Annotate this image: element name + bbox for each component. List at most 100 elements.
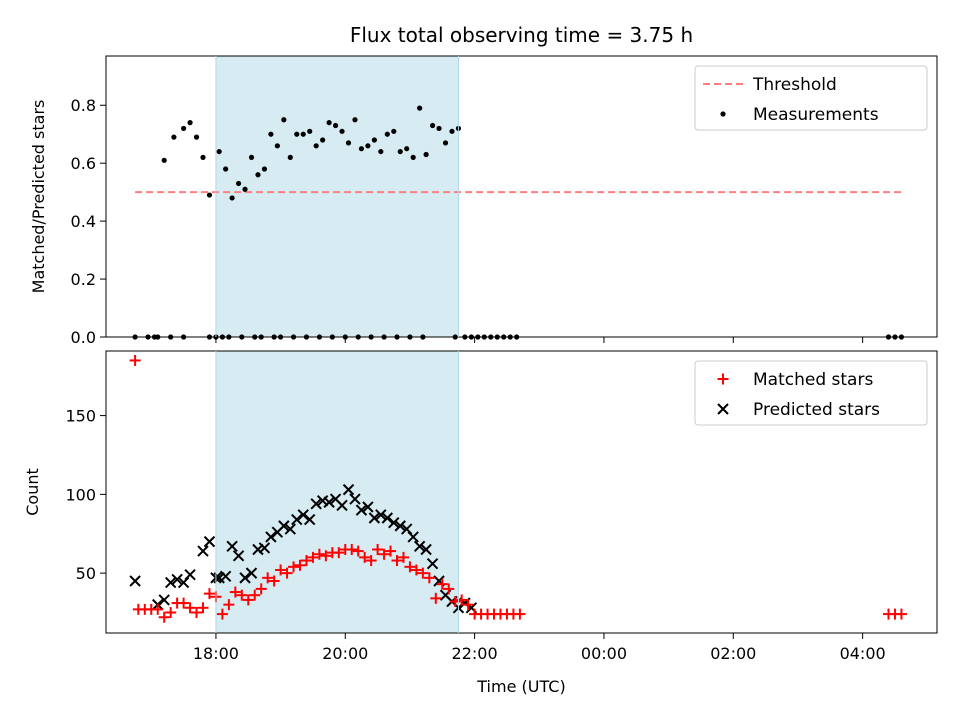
predicted-point-b xyxy=(297,509,309,521)
predicted-point-b xyxy=(316,494,329,507)
y-tick-label: 50 xyxy=(76,564,96,583)
matched-point xyxy=(300,555,312,567)
predicted-point xyxy=(407,531,419,543)
predicted-point xyxy=(413,540,426,553)
matched-point xyxy=(262,572,274,584)
matched-point xyxy=(158,611,170,623)
x-tick-label: 04:00 xyxy=(840,644,886,663)
predicted-point-b xyxy=(184,569,196,581)
bottom-observing-window xyxy=(215,351,459,633)
measurement-point xyxy=(429,122,436,129)
predicted-point-b xyxy=(171,573,183,586)
y-tick-label: 150 xyxy=(65,407,96,426)
matched-point xyxy=(385,545,397,557)
predicted-point xyxy=(388,517,400,529)
measurement-point xyxy=(300,131,306,137)
legend-label: Predicted stars xyxy=(753,400,880,420)
predicted-point xyxy=(258,542,271,554)
predicted-point xyxy=(323,496,335,508)
legend-measurement-swatch xyxy=(720,111,726,117)
matched-point xyxy=(191,607,203,619)
matched-point xyxy=(443,583,455,595)
matched-point xyxy=(236,589,248,601)
measurement-point xyxy=(307,128,313,134)
matched-point xyxy=(229,586,241,598)
matched-point xyxy=(352,545,364,557)
measurement-point xyxy=(320,137,326,143)
measurement-point xyxy=(410,154,416,160)
predicted-point xyxy=(184,569,196,581)
predicted-point-b xyxy=(232,550,245,562)
matched-point xyxy=(216,608,228,620)
measurement-point xyxy=(423,151,429,158)
x-tick-label: 00:00 xyxy=(581,644,627,663)
predicted-point-b xyxy=(394,520,406,532)
matched-point xyxy=(313,548,325,560)
predicted-point-b xyxy=(310,498,322,510)
measurement-point xyxy=(268,131,274,137)
matched-point xyxy=(333,547,345,559)
bottom-legend: Matched stars Predicted stars xyxy=(694,360,928,426)
predicted-point xyxy=(368,512,381,524)
predicted-point xyxy=(336,499,348,512)
matched-point xyxy=(365,555,377,567)
measurement-point xyxy=(281,117,287,123)
legend-matched-swatch xyxy=(717,373,729,385)
predicted-point-b xyxy=(284,523,297,535)
predicted-point xyxy=(297,509,309,521)
predicted-point-b xyxy=(401,523,413,535)
measurement-point xyxy=(326,120,332,126)
measurement-point xyxy=(313,143,319,149)
measurement-point xyxy=(417,105,423,111)
top-y-ticks: 0.0 0.2 0.4 0.6 0.8 xyxy=(71,96,106,347)
predicted-point-b xyxy=(465,602,478,614)
predicted-point xyxy=(158,594,170,606)
measurement-point xyxy=(365,143,371,149)
measurement-point xyxy=(449,128,455,134)
y-tick-label: 0.4 xyxy=(71,212,96,231)
measurement-point xyxy=(261,166,268,172)
matched-point xyxy=(430,592,442,604)
matched-point xyxy=(372,544,384,556)
predicted-point xyxy=(219,570,232,582)
predicted-point-b xyxy=(336,499,348,512)
predicted-point xyxy=(304,513,316,526)
legend-label: Matched stars xyxy=(753,370,873,390)
matched-point xyxy=(404,561,416,573)
measurement-point xyxy=(274,143,280,149)
predicted-point-b xyxy=(226,540,238,553)
x-tick-label: 02:00 xyxy=(710,644,756,663)
measurement-point xyxy=(223,166,229,172)
predicted-point-b xyxy=(239,572,251,584)
predicted-point xyxy=(239,572,251,584)
predicted-point-b xyxy=(158,594,170,606)
predicted-point-b xyxy=(219,570,232,582)
measurement-point xyxy=(206,192,213,198)
measurement-point xyxy=(187,120,193,126)
bottom-y-ticks: 50 100 150 xyxy=(65,407,106,583)
legend-frame xyxy=(694,65,928,131)
legend-frame xyxy=(694,360,928,426)
bottom-y-axis-label: Count xyxy=(23,468,42,516)
matched-point xyxy=(178,597,190,609)
x-axis-label: Time (UTC) xyxy=(476,677,565,696)
measurement-point xyxy=(442,140,449,146)
matched-point xyxy=(436,578,448,590)
predicted-point-b xyxy=(197,545,209,557)
x-tick-label: 22:00 xyxy=(452,644,498,663)
predicted-point-b xyxy=(323,496,335,508)
matched-point xyxy=(320,550,332,562)
predicted-point-b xyxy=(258,542,271,554)
matched-point xyxy=(895,608,907,620)
y-tick-label: 0.2 xyxy=(71,270,96,289)
predicted-point xyxy=(265,531,277,543)
matched-point xyxy=(410,564,422,576)
matched-point xyxy=(242,594,254,606)
matched-point xyxy=(223,599,235,611)
matched-point xyxy=(391,555,403,567)
predicted-point-b xyxy=(413,540,426,553)
top-y-axis-label: Matched/Predicted stars xyxy=(29,100,48,294)
matched-point xyxy=(268,575,280,587)
measurement-point xyxy=(287,154,293,160)
